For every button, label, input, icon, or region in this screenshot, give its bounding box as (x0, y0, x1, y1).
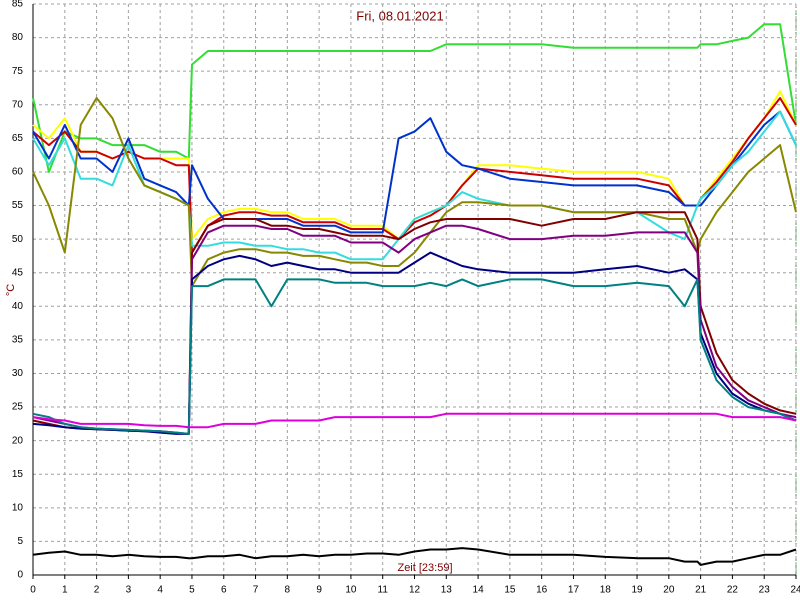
x-tick-label: 8 (285, 585, 291, 596)
y-tick-label: 5 (17, 536, 23, 547)
x-tick-label: 10 (345, 585, 357, 596)
x-tick-label: 17 (568, 585, 580, 596)
y-tick-label: 65 (12, 133, 24, 144)
x-tick-label: 19 (631, 585, 643, 596)
y-tick-label: 75 (12, 66, 24, 77)
y-axis-label: °C (5, 284, 17, 296)
y-tick-label: 25 (12, 402, 24, 413)
x-tick-label: 2 (94, 585, 100, 596)
x-tick-label: 7 (253, 585, 259, 596)
x-tick-label: 6 (221, 585, 227, 596)
y-tick-label: 40 (12, 301, 24, 312)
x-tick-label: 4 (157, 585, 163, 596)
y-tick-label: 30 (12, 368, 24, 379)
x-tick-label: 11 (378, 585, 389, 596)
y-tick-label: 55 (12, 200, 24, 211)
y-tick-label: 60 (12, 167, 24, 178)
series-line (32, 110, 797, 234)
series-line (32, 23, 797, 173)
series-line (32, 278, 797, 435)
x-tick-label: 22 (727, 585, 739, 596)
y-tick-label: 10 (12, 502, 24, 513)
y-tick-label: 70 (12, 99, 24, 110)
y-tick-label: 85 (12, 0, 24, 10)
y-tick-label: 20 (12, 435, 24, 446)
x-tick-label: 21 (695, 585, 707, 596)
y-tick-label: 15 (12, 469, 24, 480)
series-line (32, 547, 797, 566)
x-tick-label: 18 (600, 585, 612, 596)
series-line (32, 97, 797, 288)
y-tick-label: 80 (12, 32, 24, 43)
x-tick-label: 3 (126, 585, 132, 596)
x-axis-label: Zeit [23:59] (397, 562, 452, 574)
y-tick-label: 50 (12, 234, 24, 245)
x-tick-label: 20 (663, 585, 675, 596)
x-tick-label: 5 (189, 585, 195, 596)
x-tick-label: 15 (504, 585, 516, 596)
y-tick-label: 45 (12, 267, 24, 278)
y-tick-label: 35 (12, 335, 24, 346)
x-tick-label: 1 (62, 585, 68, 596)
series-line (32, 412, 797, 429)
chart-title: Fri, 08.01.2021 (356, 8, 443, 23)
x-tick-label: 12 (409, 585, 421, 596)
x-tick-label: 13 (441, 585, 453, 596)
x-tick-label: 23 (759, 585, 771, 596)
y-tick-label: 0 (17, 570, 23, 581)
x-tick-label: 0 (30, 585, 36, 596)
x-tick-label: 9 (316, 585, 322, 596)
x-tick-label: 14 (473, 585, 485, 596)
x-tick-label: 16 (536, 585, 548, 596)
x-tick-label: 24 (790, 585, 800, 596)
